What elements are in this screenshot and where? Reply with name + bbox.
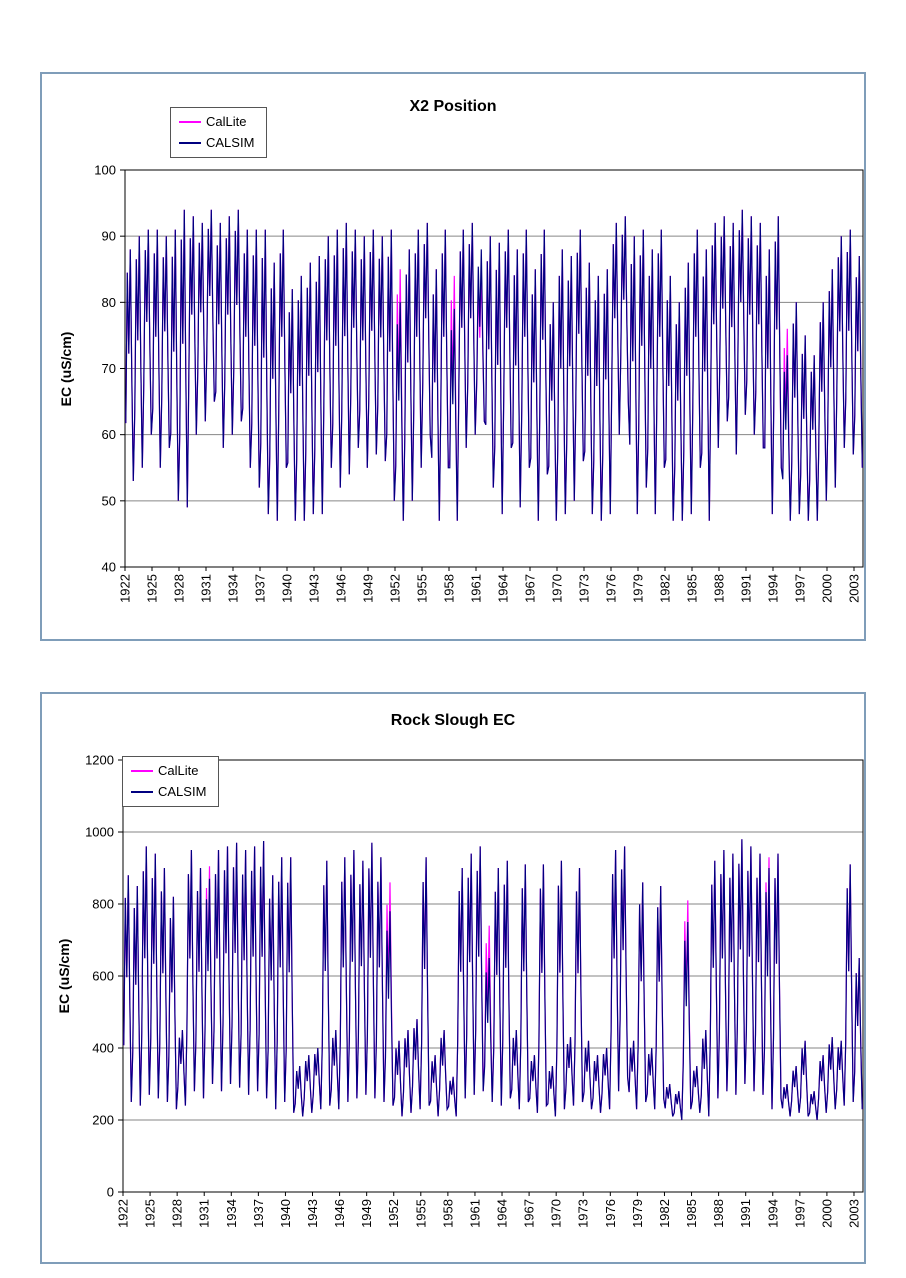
svg-text:1964: 1964 [495,1199,510,1228]
svg-text:1973: 1973 [577,574,592,603]
svg-text:1200: 1200 [85,753,114,768]
svg-text:1973: 1973 [576,1199,591,1228]
svg-text:1952: 1952 [388,574,403,603]
svg-text:1976: 1976 [603,1199,618,1228]
svg-text:2000: 2000 [819,1199,834,1228]
svg-text:1949: 1949 [359,1199,374,1228]
svg-text:1955: 1955 [413,1199,428,1228]
callite-line-swatch [131,770,153,772]
svg-text:1934: 1934 [224,1199,239,1228]
legend-label-calsim: CALSIM [206,135,255,150]
svg-text:1000: 1000 [85,825,114,840]
svg-text:1922: 1922 [118,574,133,603]
svg-text:1988: 1988 [712,574,727,603]
svg-text:1994: 1994 [766,574,781,603]
svg-text:1925: 1925 [143,1199,158,1228]
svg-text:1958: 1958 [442,574,457,603]
svg-text:80: 80 [102,295,116,310]
svg-text:1997: 1997 [792,1199,807,1228]
svg-text:1961: 1961 [469,574,484,603]
svg-text:90: 90 [102,229,116,244]
svg-text:1937: 1937 [253,574,268,603]
svg-text:1931: 1931 [199,574,214,603]
svg-text:1967: 1967 [522,1199,537,1228]
svg-text:1985: 1985 [684,1199,699,1228]
svg-text:1979: 1979 [630,1199,645,1228]
y-axis-title-x2: EC (uS/cm) [58,331,74,407]
svg-text:1940: 1940 [278,1199,293,1228]
x2-plot-area: 40 50 60 70 80 90 100 1922 1925 1928 1931 1934 1937 1… [94,163,864,603]
svg-text:1925: 1925 [145,574,160,603]
svg-text:1928: 1928 [170,1199,185,1228]
svg-text:100: 100 [94,163,116,178]
svg-text:1970: 1970 [550,574,565,603]
svg-text:0: 0 [107,1185,114,1200]
legend-item-callite: CalLite [179,114,254,130]
svg-text:1928: 1928 [172,574,187,603]
svg-text:1955: 1955 [415,574,430,603]
svg-text:1934: 1934 [226,574,241,603]
svg-text:1991: 1991 [738,1199,753,1228]
svg-text:1976: 1976 [604,574,619,603]
svg-text:50: 50 [102,493,116,508]
svg-text:1964: 1964 [496,574,511,603]
svg-text:1931: 1931 [197,1199,212,1228]
legend-label-callite: CalLite [158,763,199,778]
calsim-line-swatch [179,142,201,144]
svg-text:1982: 1982 [658,574,673,603]
legend-item-callite: CalLite [131,763,206,779]
svg-text:400: 400 [92,1041,114,1056]
svg-text:1982: 1982 [657,1199,672,1228]
svg-text:1922: 1922 [116,1199,131,1228]
svg-text:2000: 2000 [820,574,835,603]
svg-text:1946: 1946 [332,1199,347,1228]
svg-text:1937: 1937 [251,1199,266,1228]
svg-text:1952: 1952 [386,1199,401,1228]
chart-title-x2: X2 Position [409,98,497,115]
svg-text:1949: 1949 [361,574,376,603]
legend-item-calsim: CALSIM [179,135,254,151]
svg-text:60: 60 [102,427,116,442]
svg-text:1943: 1943 [307,574,322,603]
svg-text:600: 600 [92,969,114,984]
svg-text:800: 800 [92,897,114,912]
svg-text:1961: 1961 [467,1199,482,1228]
svg-text:1940: 1940 [280,574,295,603]
x2-position-chart: X2 Position CalLite CALSIM EC (uS/cm) 40… [40,72,866,641]
svg-text:1979: 1979 [631,574,646,603]
svg-text:1988: 1988 [711,1199,726,1228]
svg-text:1970: 1970 [549,1199,564,1228]
rock-slough-plot-area: 0 200 400 600 800 1000 1200 1922 1925 1928 1931 193… [85,753,864,1228]
svg-text:1943: 1943 [305,1199,320,1228]
svg-text:200: 200 [92,1113,114,1128]
legend-x2: CalLite CALSIM [170,107,268,158]
svg-text:1958: 1958 [440,1199,455,1228]
svg-text:1994: 1994 [765,1199,780,1228]
svg-text:40: 40 [102,560,116,575]
svg-text:1991: 1991 [739,574,754,603]
svg-text:2003: 2003 [847,574,862,603]
svg-text:1985: 1985 [685,574,700,603]
legend-item-calsim: CALSIM [131,784,206,800]
calsim-line-swatch [131,791,153,793]
svg-text:1967: 1967 [523,574,538,603]
rock-slough-ec-chart: Rock Slough EC CalLite CALSIM EC (uS/cm)… [40,692,866,1264]
chart-title-rock-slough: Rock Slough EC [390,712,516,729]
svg-text:70: 70 [102,361,116,376]
svg-text:1997: 1997 [793,574,808,603]
y-axis-title-rock-slough: EC (uS/cm) [56,938,72,1014]
legend-label-calsim: CALSIM [158,784,207,799]
legend-rock-slough: CalLite CALSIM [122,756,220,807]
svg-text:1946: 1946 [334,574,349,603]
svg-text:2003: 2003 [846,1199,861,1228]
legend-label-callite: CalLite [206,114,247,129]
callite-line-swatch [179,121,201,123]
